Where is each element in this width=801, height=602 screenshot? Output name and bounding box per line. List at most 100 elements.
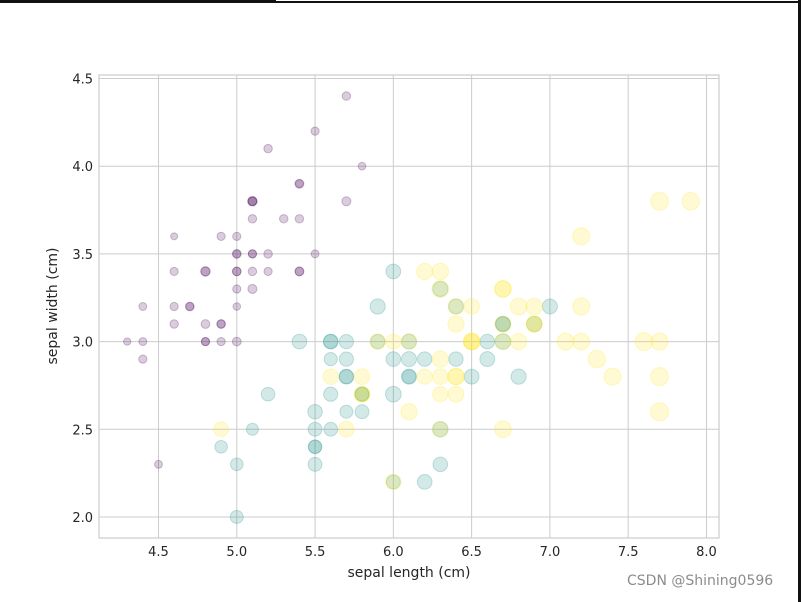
x-tick-label: 6.5 [461, 545, 482, 560]
data-point-versicolor [338, 333, 354, 350]
data-point-versicolor [494, 333, 512, 350]
data-point-virginica [494, 280, 512, 298]
data-point-setosa [216, 231, 226, 241]
data-point-versicolor [385, 263, 402, 280]
data-point-setosa [247, 266, 258, 277]
data-point-setosa [294, 179, 304, 189]
data-point-virginica [509, 297, 528, 316]
window-right-border [798, 0, 801, 602]
data-point-virginica [353, 368, 371, 385]
data-point-virginica [416, 368, 433, 385]
data-point-virginica [463, 298, 480, 315]
window-top-border [0, 0, 801, 3]
data-point-virginica [649, 402, 670, 422]
data-point-setosa [341, 196, 352, 207]
data-point-virginica [525, 315, 543, 333]
data-point-virginica [431, 368, 449, 385]
data-point-setosa [341, 91, 352, 101]
data-point-virginica [447, 367, 465, 386]
data-point-versicolor [339, 404, 354, 419]
data-point-versicolor [400, 368, 418, 385]
watermark: CSDN @Shining0596 [627, 573, 774, 589]
data-point-versicolor [526, 315, 543, 333]
data-point-versicolor [338, 369, 354, 385]
x-tick-label: 8.0 [696, 545, 717, 560]
data-point-virginica [494, 315, 512, 333]
data-point-setosa [138, 337, 148, 347]
data-point-virginica [572, 227, 591, 246]
data-point-versicolor [463, 368, 480, 385]
data-point-setosa [279, 214, 289, 224]
data-point-versicolor [541, 298, 558, 315]
data-point-versicolor [260, 386, 276, 402]
data-point-versicolor [322, 333, 339, 350]
data-point-virginica [447, 298, 465, 315]
data-point-virginica [432, 386, 449, 403]
data-point-versicolor [416, 351, 433, 367]
data-point-virginica [431, 279, 450, 298]
data-point-virginica [494, 420, 512, 439]
data-point-setosa [232, 249, 242, 259]
data-point-versicolor [354, 404, 370, 420]
data-point-setosa [247, 249, 258, 259]
data-point-versicolor [385, 385, 402, 403]
data-point-setosa [138, 302, 148, 311]
data-point-virginica [353, 385, 371, 403]
data-point-versicolor [432, 280, 449, 297]
data-point-virginica [322, 368, 339, 385]
y-tick-label: 4.0 [72, 160, 93, 175]
data-point-virginica [509, 332, 528, 351]
data-point-versicolor [448, 351, 464, 367]
data-point-versicolor [323, 334, 339, 350]
data-point-setosa [231, 266, 242, 277]
data-point-virginica [213, 421, 229, 438]
data-point-virginica [447, 385, 465, 403]
data-point-versicolor [448, 298, 464, 315]
data-point-virginica [603, 367, 622, 386]
data-point-versicolor [401, 369, 417, 385]
data-point-versicolor [432, 456, 449, 473]
data-point-versicolor [291, 333, 308, 350]
data-point-versicolor [307, 421, 323, 437]
data-point-versicolor [307, 403, 323, 420]
data-point-setosa [232, 231, 242, 241]
data-point-versicolor [307, 439, 323, 455]
y-tick-label: 4.5 [72, 73, 93, 88]
data-point-versicolor [354, 386, 370, 402]
data-point-virginica [650, 332, 669, 351]
data-point-virginica [385, 333, 402, 350]
data-point-setosa [263, 266, 273, 277]
data-point-virginica [463, 333, 481, 350]
data-point-setosa [294, 178, 305, 189]
data-point-setosa [216, 319, 226, 329]
data-point-virginica [494, 280, 512, 298]
y-tick-label: 3.0 [72, 336, 93, 351]
data-point-versicolor [229, 457, 244, 472]
x-tick-label: 5.0 [226, 545, 247, 560]
data-point-versicolor [245, 422, 259, 436]
data-point-virginica [650, 367, 669, 387]
data-point-setosa [294, 266, 305, 277]
data-point-versicolor [354, 386, 370, 402]
data-point-versicolor [338, 368, 355, 385]
data-point-virginica [650, 191, 669, 211]
data-point-versicolor [432, 421, 449, 438]
data-point-versicolor [214, 440, 228, 454]
data-point-versicolor [369, 298, 386, 315]
data-point-setosa [200, 266, 211, 277]
data-point-versicolor [323, 352, 338, 367]
data-point-virginica [525, 297, 544, 316]
data-point-setosa [231, 249, 242, 259]
data-point-setosa [357, 161, 367, 171]
data-point-versicolor [370, 333, 386, 350]
data-point-setosa [216, 319, 226, 329]
data-point-setosa [216, 336, 226, 347]
data-point-setosa [138, 354, 148, 364]
data-point-setosa [310, 126, 320, 136]
data-point-setosa [294, 214, 305, 224]
data-point-virginica [494, 333, 512, 350]
data-point-setosa [154, 459, 163, 469]
y-tick-label: 3.5 [72, 248, 93, 263]
x-tick-label: 6.0 [383, 545, 404, 560]
